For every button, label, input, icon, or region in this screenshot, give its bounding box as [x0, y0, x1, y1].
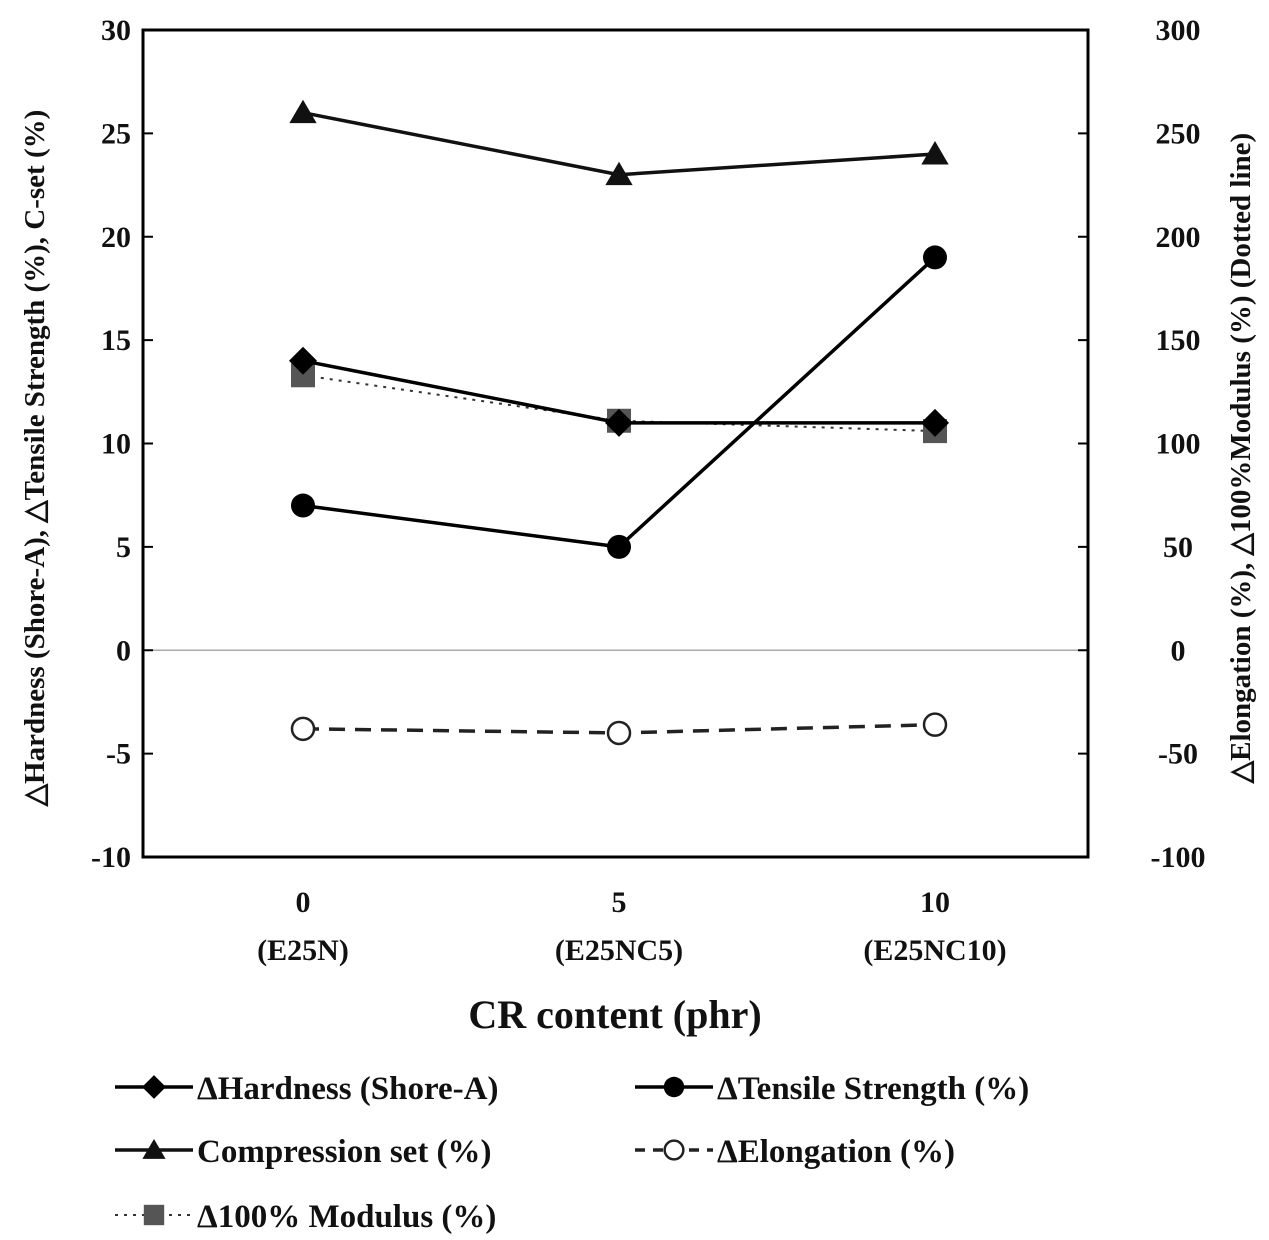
left-tick-label: 0 — [116, 634, 131, 667]
series-line-tensile-strength — [302, 256, 937, 549]
data-point-hardness-shore-a — [921, 408, 949, 437]
legend-marker — [142, 1138, 166, 1159]
right-tick-label: 0 — [1171, 634, 1186, 667]
x-tick-label: 10 — [920, 886, 950, 919]
left-tick-label: 5 — [116, 531, 131, 564]
data-point-tensile-strength — [923, 245, 947, 270]
legend-label: ΔHardness (Shore-A) — [197, 1071, 499, 1107]
data-point-hardness-shore-a — [605, 408, 633, 437]
data-point-elongation — [290, 716, 316, 742]
data-point-compression-set — [605, 161, 633, 186]
legend-marker — [142, 1075, 166, 1099]
legend-label: ΔTensile Strength (%) — [717, 1071, 1029, 1107]
data-point-elongation — [922, 712, 948, 737]
right-tick-label: 200 — [1156, 221, 1201, 254]
x-axis-title: CR content (phr) — [468, 992, 761, 1037]
right-tick-label: 250 — [1156, 117, 1201, 150]
data-point-compression-set — [921, 141, 949, 165]
left-tick-label: -5 — [106, 738, 131, 771]
legend-label: ΔElongation (%) — [717, 1134, 955, 1170]
data-point-hardness-shore-a — [289, 346, 317, 375]
legend: ΔHardness (Shore-A) ΔTensile Strength (%)… — [115, 1071, 1029, 1235]
data-point-compression-set — [289, 99, 317, 124]
data-point-elongation — [606, 720, 632, 746]
legend-item: ΔTensile Strength (%) — [635, 1071, 1029, 1107]
legend-label: Δ100% Modulus (%) — [197, 1199, 496, 1235]
data-point-tensile-strength — [607, 534, 631, 559]
legend-marker — [663, 1076, 685, 1098]
legend-marker — [663, 1139, 685, 1161]
right-tick-label: -50 — [1158, 738, 1198, 771]
legend-item: Δ100% Modulus (%) — [115, 1199, 496, 1235]
left-tick-label: 20 — [101, 221, 131, 254]
left-tick-label: 30 — [101, 14, 131, 47]
x-tick-sample-label: (E25NC10) — [863, 934, 1006, 967]
plot-area — [141, 28, 1090, 859]
left-tick-label: -10 — [91, 841, 131, 874]
legend-item: ΔHardness (Shore-A) — [115, 1071, 499, 1107]
right-axis-label: △Elongation (%), △100%Modulus (%) (Dotte… — [1225, 133, 1257, 784]
left-tick-label: 25 — [101, 117, 131, 150]
right-tick-label: -100 — [1151, 841, 1206, 874]
left-tick-label: 10 — [101, 428, 131, 461]
x-tick-label: 5 — [612, 886, 627, 919]
right-tick-label: 300 — [1156, 14, 1201, 47]
right-tick-label: 100 — [1156, 428, 1201, 461]
data-point-tensile-strength — [291, 493, 315, 518]
legend-item: ΔElongation (%) — [635, 1134, 955, 1170]
legend-marker — [143, 1204, 165, 1226]
legend-label: Compression set (%) — [197, 1134, 492, 1170]
x-tick-sample-label: (E25NC5) — [555, 934, 683, 967]
right-tick-label: 50 — [1163, 531, 1193, 564]
right-tick-label: 150 — [1156, 324, 1201, 357]
left-axis-label: △Hardness (Shore-A), △Tensile Strength (… — [19, 110, 51, 808]
x-tick-sample-label: (E25N) — [257, 934, 349, 967]
x-tick-label: 0 — [296, 886, 311, 919]
left-tick-label: 15 — [101, 324, 131, 357]
legend-item: Compression set (%) — [115, 1134, 492, 1170]
axis-ticks: -10-5051015202530-100-500501001502002503… — [91, 14, 1206, 967]
